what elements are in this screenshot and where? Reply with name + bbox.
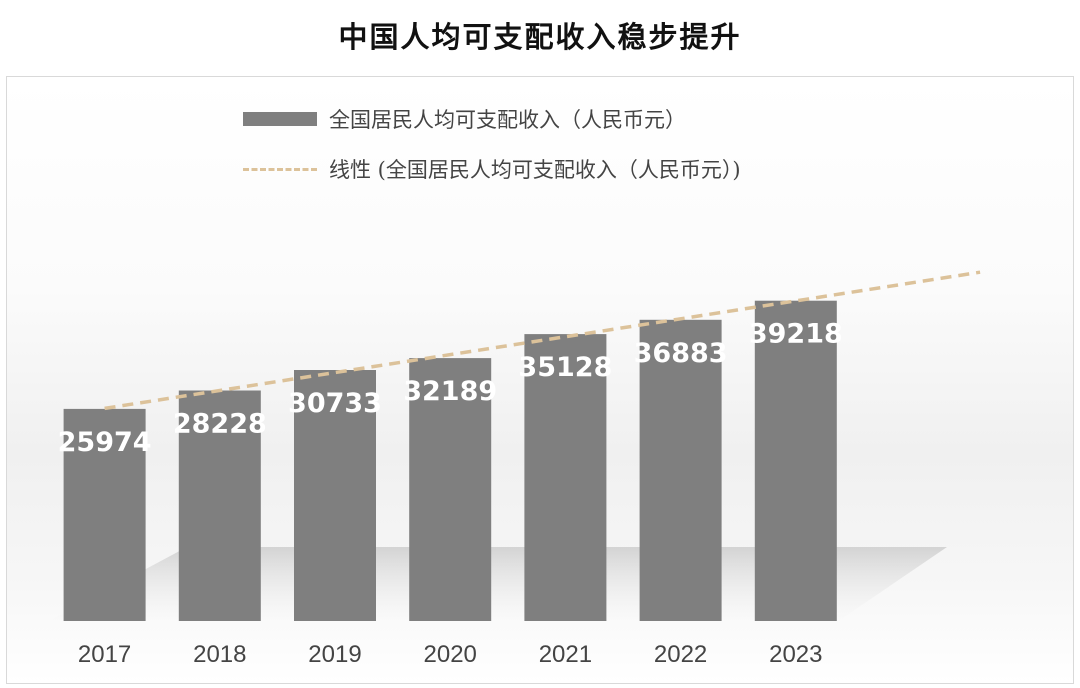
bar-2021 [524, 334, 607, 621]
trendline [104, 270, 981, 411]
data-label-2022: 36883 [634, 338, 728, 369]
x-tick-2021: 2021 [539, 641, 592, 668]
x-tick-2020: 2020 [424, 641, 477, 668]
x-tick-2018: 2018 [193, 641, 246, 668]
data-label-2021: 35128 [518, 352, 612, 383]
bar-2023 [754, 300, 837, 621]
legend-item-bars: 全国居民人均可支配收入（人民币元） [243, 105, 741, 133]
x-tick-2022: 2022 [654, 641, 707, 668]
bar-2018 [178, 390, 261, 621]
bar-2020 [409, 358, 492, 621]
legend-bar-label: 全国居民人均可支配收入（人民币元） [329, 108, 686, 132]
x-tick-2017: 2017 [78, 641, 131, 668]
x-tick-2023: 2023 [769, 641, 822, 668]
data-label-2018: 28228 [173, 409, 267, 440]
data-labels-group: 25974 28228 30733 32189 35128 36883 39218 [58, 319, 843, 458]
bar-2022 [639, 319, 722, 621]
data-label-2023: 39218 [749, 319, 843, 350]
trendline-group [104, 270, 981, 411]
legend-line-label: 线性 (全国居民人均可支配收入（人民币元）) [329, 158, 741, 182]
legend-line-swatch [243, 167, 317, 171]
legend-item-trendline: 线性 (全国居民人均可支配收入（人民币元）) [243, 155, 741, 183]
chart-plot: 25974 28228 30733 32189 35128 36883 39218 2017… [47, 270, 981, 668]
bar-2019 [294, 370, 376, 621]
floor-shadow [47, 547, 947, 622]
data-label-2019: 30733 [288, 388, 382, 419]
legend: 全国居民人均可支配收入（人民币元） 线性 (全国居民人均可支配收入（人民币元）) [243, 105, 741, 205]
chart-title: 中国人均可支配收入稳步提升 [338, 20, 742, 54]
data-label-2020: 32189 [403, 376, 497, 407]
data-label-2017: 25974 [58, 427, 152, 458]
x-axis-ticks: 2017 2018 2019 2020 2021 2022 2023 [78, 641, 823, 668]
bars-group [63, 300, 837, 621]
x-tick-2019: 2019 [308, 641, 361, 668]
legend-bar-swatch [243, 112, 317, 126]
chart-panel: 25974 28228 30733 32189 35128 36883 39218 2017… [6, 76, 1074, 684]
bar-2017 [63, 408, 146, 621]
